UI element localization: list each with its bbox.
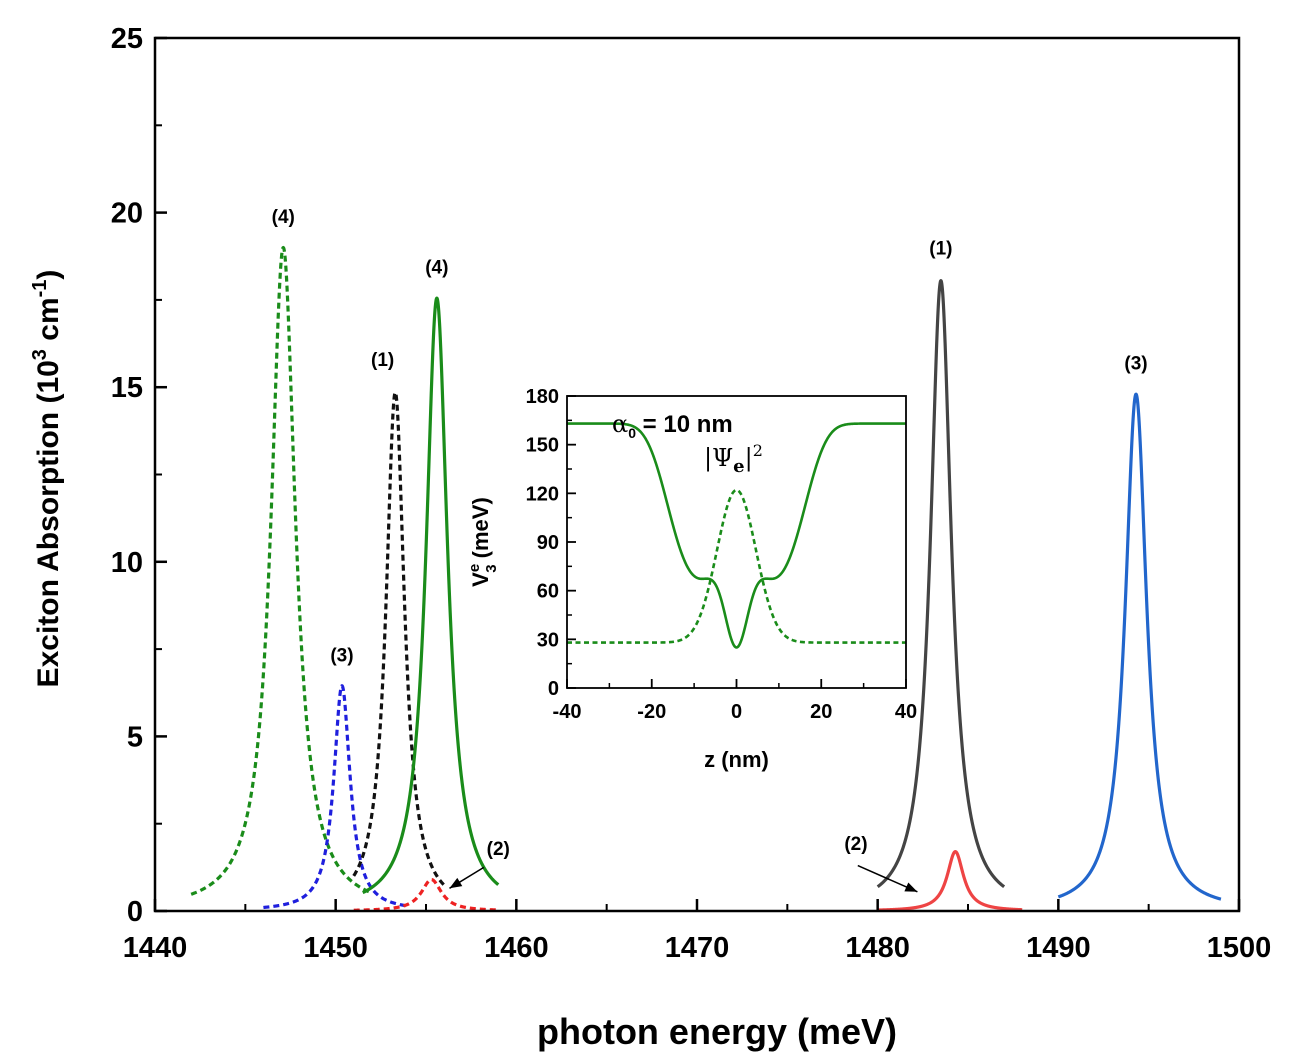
x-tick-label: 1470 [665, 932, 730, 964]
arrow-head [449, 877, 463, 889]
inset-x-tick-label: 40 [895, 701, 917, 723]
inset-y-axis-title-sub: 3 [483, 564, 500, 572]
inset-y-axis-title-sup: e [466, 564, 483, 572]
arrow-peak-label: (2) [844, 834, 867, 855]
inset-y-tick-label: 30 [537, 629, 559, 651]
peak-label: (3) [1124, 354, 1147, 375]
inset-y-axis-title-main: V [468, 572, 493, 587]
peak-label: (4) [272, 207, 295, 228]
y-tick-label: 25 [111, 23, 143, 55]
inset-background [567, 396, 906, 688]
alpha-symbol: α [612, 410, 628, 438]
y-axis-title-mid: cm [32, 297, 65, 349]
y-axis-title-main: Exciton Absorption (10 [32, 360, 65, 687]
inset-curves [566, 422, 907, 649]
main-series-7 [1057, 392, 1223, 901]
inset-alpha-label: α0 = 10 nm [612, 410, 733, 441]
peak-label: (1) [929, 239, 952, 260]
x-tick-label: 1460 [484, 932, 549, 964]
y-axis-title-sup2: -1 [29, 280, 51, 298]
peak-label: (3) [330, 645, 353, 666]
alpha-subscript: 0 [628, 425, 636, 441]
x-tick-label: 1490 [1026, 932, 1091, 964]
inset-y-axis-title: Ve3 (meV) [466, 497, 500, 587]
inset-x-tick-label: 0 [731, 701, 742, 723]
inset-y-axis-title-end: (meV) [468, 497, 493, 564]
x-axis-title: photon energy (meV) [537, 1011, 897, 1052]
psi-bar-left: | [704, 444, 712, 473]
main-series-2 [352, 390, 446, 887]
arrow-head [904, 882, 918, 892]
y-tick-label: 0 [127, 896, 143, 928]
main-series-6 [876, 850, 1024, 912]
x-tick-label: 1450 [303, 932, 368, 964]
main-series-4 [361, 296, 500, 895]
main-series-3 [352, 877, 500, 912]
inset-x-tick-label: -20 [637, 701, 666, 723]
x-tick-label: 1480 [845, 932, 910, 964]
inset-series-0 [566, 422, 907, 649]
inset-y-tick-label: 0 [548, 678, 559, 700]
psi-bar-right: | [745, 444, 753, 473]
psi-symbol: Ψ [712, 444, 733, 472]
arrow-peak-label: (2) [487, 839, 510, 860]
y-tick-label: 15 [111, 372, 143, 404]
main-series-5 [876, 279, 1006, 889]
y-axis-title-sup1: 3 [29, 349, 51, 360]
y-axis-title: Exciton Absorption (103 cm-1) [29, 270, 65, 688]
main-annotations: (4) (3) (1) (4) (1) (3) (2) (2) [272, 207, 1148, 893]
inset-x-axis-title: z (nm) [704, 747, 769, 772]
inset-y-tick-label: 180 [526, 386, 559, 408]
inset-x-tick-label: -40 [553, 701, 582, 723]
inset-y-tick-label: 90 [537, 532, 559, 554]
main-series-0 [189, 245, 374, 896]
main-curves [189, 245, 1223, 912]
inset-y-tick-label: 150 [526, 435, 559, 457]
inset-y-tick-label: 60 [537, 581, 559, 603]
alpha-value: = 10 nm [636, 411, 733, 438]
y-axis-title-end: ) [32, 270, 65, 280]
x-tick-label: 1440 [123, 932, 188, 964]
psi-subscript: e [733, 456, 744, 477]
main-series-1 [262, 684, 410, 910]
inset-psi-label: |Ψe|2 [704, 441, 763, 477]
y-tick-label: 10 [111, 547, 143, 579]
peak-label: (1) [371, 350, 394, 371]
y-tick-label: 20 [111, 198, 143, 230]
y-tick-label: 5 [127, 721, 143, 753]
psi-superscript: 2 [753, 441, 763, 460]
x-tick-label: 1500 [1207, 932, 1272, 964]
inset-y-tick-label: 120 [526, 483, 559, 505]
inset-x-tick-label: 20 [810, 701, 832, 723]
peak-label: (4) [425, 258, 448, 279]
